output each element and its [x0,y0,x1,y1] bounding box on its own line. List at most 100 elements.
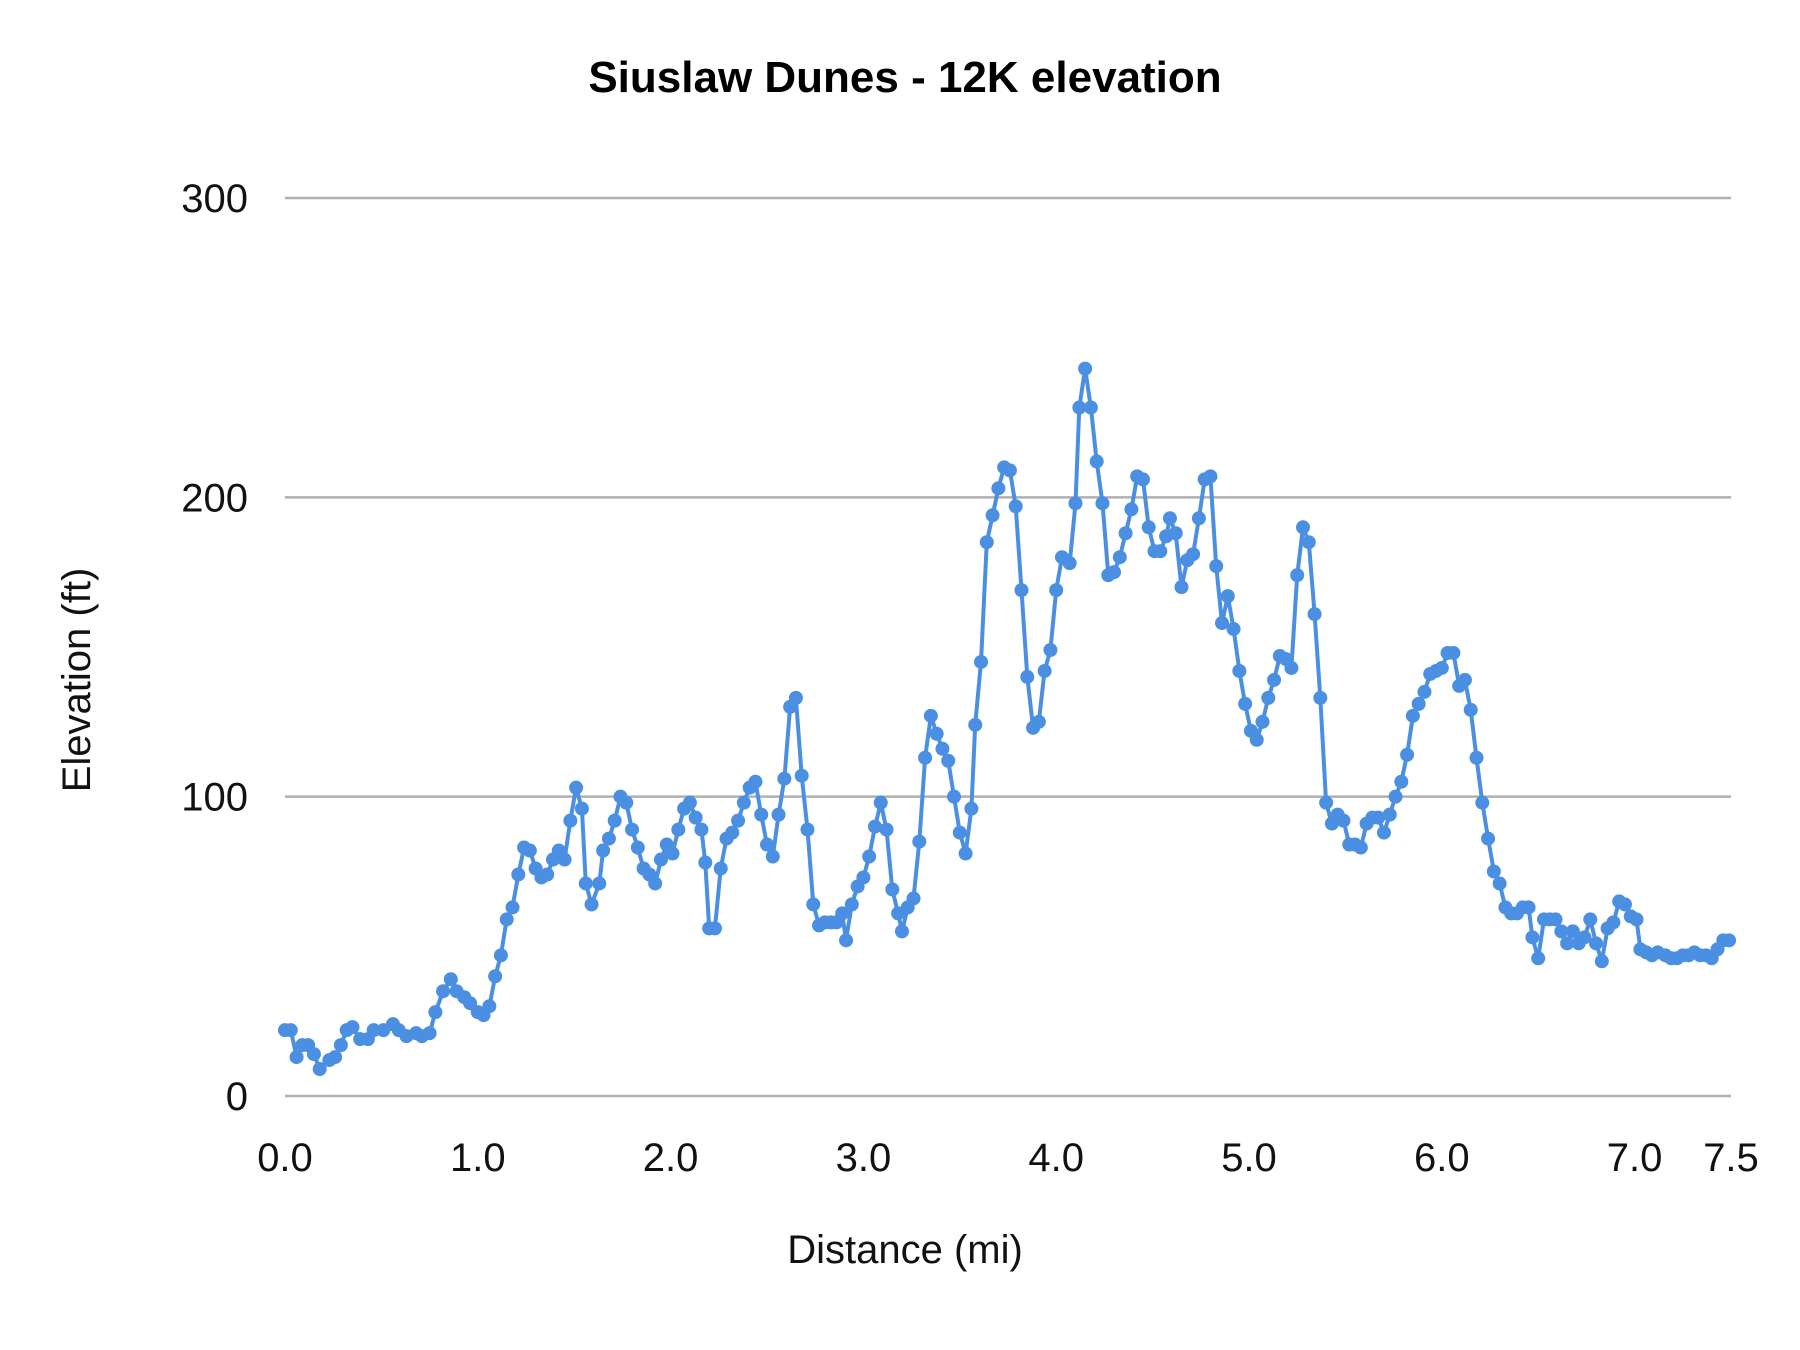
data-point [1301,535,1316,550]
data-point [1162,511,1177,526]
x-axis-ticks: 0.0 1.0 2.0 3.0 4.0 5.0 6.0 7.0 7.5 [257,1136,1759,1180]
data-point [436,984,451,999]
data-point [1548,912,1563,927]
data-point [1135,472,1150,487]
data-point [596,843,611,858]
data-point [839,933,854,948]
data-point [289,1050,304,1065]
data-point [1554,924,1569,939]
data-point [578,876,593,891]
data-point [1255,714,1270,729]
data-point [835,906,850,921]
data-point [1107,565,1122,580]
data-point [1174,580,1189,595]
data-point [1531,951,1546,966]
data-point [671,822,686,837]
data-point [856,870,871,885]
data-point [1238,696,1253,711]
data-point [1118,526,1133,541]
data-point [1565,924,1580,939]
data-point [894,924,909,939]
data-point [1475,795,1490,810]
data-point [1295,520,1310,535]
data-point [648,876,663,891]
x-tick-label: 6.0 [1414,1136,1470,1180]
data-point [1078,361,1093,376]
data-point [1463,702,1478,717]
data-point [306,1047,321,1062]
data-point [1014,583,1029,598]
data-point [1336,813,1351,828]
data-point [345,1020,360,1035]
data-point [1215,616,1230,631]
data-point [619,795,634,810]
data-point [1594,954,1609,969]
y-tick-label: 200 [181,476,248,520]
data-point [511,867,526,882]
data-point [777,771,792,786]
data-point [1521,900,1536,915]
x-axis-label: Distance (mi) [787,1228,1023,1272]
data-point [1492,876,1507,891]
data-point [665,846,680,861]
data-point [1382,807,1397,822]
data-point [1525,930,1540,945]
data-point [1261,690,1276,705]
data-point [1020,669,1035,684]
y-tick-label: 0 [226,1075,248,1119]
data-point [540,867,555,882]
data-point [1112,550,1127,565]
data-point [1589,936,1604,951]
data-point [1186,547,1201,562]
data-point [493,948,508,963]
data-point [1068,496,1083,511]
x-tick-label: 2.0 [643,1136,699,1180]
data-point [1617,897,1632,912]
data-point [1606,915,1621,930]
data-point [1232,663,1247,678]
data-point [428,1005,443,1020]
data-point [505,900,520,915]
data-point [1220,589,1235,604]
data-point [522,843,537,858]
data-point [918,750,933,765]
data-point [1405,708,1420,723]
data-point [482,999,497,1014]
data-point [592,876,607,891]
data-point [366,1023,381,1038]
data-point [968,717,983,732]
data-point [601,831,616,846]
data-point [748,774,763,789]
data-point [1469,750,1484,765]
data-point [912,834,927,849]
data-point [794,768,809,783]
data-point [694,822,709,837]
data-point [765,849,780,864]
data-point [1388,789,1403,804]
data-point [1062,556,1077,571]
x-tick-label: 4.0 [1028,1136,1084,1180]
data-point [1284,660,1299,675]
data-point [1319,795,1334,810]
data-point [867,819,882,834]
data-point [1124,502,1139,517]
data-point [1049,583,1064,598]
data-point [923,708,938,723]
data-point [1560,936,1575,951]
elevation-series [278,361,1737,1077]
data-point [1089,454,1104,469]
x-tick-label: 7.5 [1703,1136,1759,1180]
data-point [499,912,514,927]
data-point [906,891,921,906]
data-point [682,795,697,810]
data-point [947,789,962,804]
data-point [1722,933,1737,948]
data-point [283,1023,298,1038]
data-point [771,807,786,822]
data-point [1072,400,1087,415]
data-point [844,897,859,912]
data-point [979,535,994,550]
data-point [653,852,668,867]
data-point [806,897,821,912]
